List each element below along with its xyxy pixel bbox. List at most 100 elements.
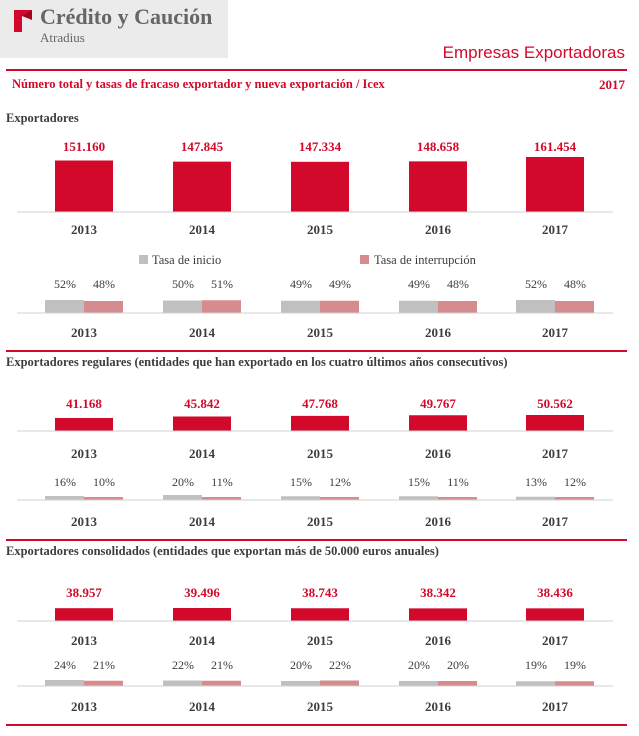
count-value-label: 38.436 <box>537 585 573 600</box>
inicio-bar-2013 <box>45 680 84 686</box>
count-bar-2014 <box>173 161 231 212</box>
year-tick-label: 2015 <box>307 699 334 714</box>
interrupcion-rate-label: 12% <box>564 475 586 489</box>
count-value-label: 49.767 <box>420 396 456 411</box>
report-year: 2017 <box>599 77 625 92</box>
count-value-label: 147.845 <box>181 139 224 154</box>
inicio-bar-2014 <box>163 495 202 500</box>
count-value-label: 41.168 <box>66 396 102 411</box>
page-title: Empresas Exportadoras <box>442 43 625 62</box>
inicio-bar-2016 <box>399 496 438 500</box>
inicio-bar-2014 <box>163 680 202 686</box>
interrupcion-bar-2014 <box>202 680 241 686</box>
inicio-rate-label: 22% <box>172 658 194 672</box>
interrupcion-rate-label: 19% <box>564 658 586 672</box>
inicio-bar-2015 <box>281 496 320 500</box>
inicio-bar-2017 <box>516 300 555 313</box>
interrupcion-rate-label: 51% <box>211 277 233 291</box>
interrupcion-rate-label: 22% <box>329 658 351 672</box>
interrupcion-bar-2015 <box>320 497 359 500</box>
count-bar-2014 <box>173 608 231 621</box>
count-value-label: 151.160 <box>63 139 105 154</box>
inicio-bar-2016 <box>399 300 438 313</box>
count-value-label: 50.562 <box>537 396 573 411</box>
inicio-rate-label: 20% <box>408 658 430 672</box>
interrupcion-rate-label: 49% <box>329 277 351 291</box>
count-bar-2013 <box>55 608 113 621</box>
year-tick-label: 2015 <box>307 325 334 340</box>
inicio-rate-label: 52% <box>525 277 547 291</box>
year-tick-label: 2014 <box>189 514 216 529</box>
interrupcion-rate-label: 12% <box>329 475 351 489</box>
legend-label-inicio: Tasa de inicio <box>152 253 221 267</box>
report-header: Crédito y Caución Atradius Empresas Expo… <box>0 0 639 98</box>
count-bar-2015 <box>291 415 349 431</box>
legend-swatch-inicio <box>139 255 148 264</box>
interrupcion-bar-2013 <box>84 301 123 313</box>
interrupcion-bar-2015 <box>320 680 359 686</box>
interrupcion-rate-label: 11% <box>211 475 233 489</box>
count-value-label: 147.334 <box>299 139 342 154</box>
count-value-label: 38.957 <box>66 585 102 600</box>
count-bar-2016 <box>409 415 467 431</box>
inicio-rate-label: 49% <box>408 277 430 291</box>
year-tick-label: 2014 <box>189 699 216 714</box>
year-tick-label: 2016 <box>425 446 452 461</box>
count-value-label: 38.743 <box>302 585 338 600</box>
inicio-bar-2015 <box>281 681 320 686</box>
inicio-bar-2016 <box>399 681 438 686</box>
interrupcion-rate-label: 20% <box>447 658 469 672</box>
year-tick-label: 2014 <box>189 446 216 461</box>
year-tick-label: 2017 <box>542 633 569 648</box>
inicio-bar-2014 <box>163 300 202 313</box>
count-value-label: 39.496 <box>184 585 220 600</box>
inicio-bar-2017 <box>516 681 555 686</box>
year-tick-label: 2017 <box>542 325 569 340</box>
year-tick-label: 2017 <box>542 446 569 461</box>
count-bar-2016 <box>409 608 467 621</box>
interrupcion-bar-2013 <box>84 497 123 500</box>
brand-name: Crédito y Caución <box>40 4 213 29</box>
count-bar-2014 <box>173 416 231 431</box>
legend-swatch-interrupcion <box>360 255 369 264</box>
inicio-bar-2017 <box>516 496 555 500</box>
interrupcion-rate-label: 21% <box>93 658 115 672</box>
count-value-label: 45.842 <box>184 396 220 411</box>
inicio-rate-label: 15% <box>290 475 312 489</box>
inicio-rate-label: 19% <box>525 658 547 672</box>
count-value-label: 47.768 <box>302 396 338 411</box>
inicio-rate-label: 24% <box>54 658 76 672</box>
interrupcion-rate-label: 10% <box>93 475 115 489</box>
year-tick-label: 2015 <box>307 222 334 237</box>
interrupcion-bar-2016 <box>438 497 477 500</box>
count-bar-2017 <box>526 608 584 621</box>
brand-mark-icon <box>14 10 32 32</box>
interrupcion-bar-2014 <box>202 300 241 313</box>
interrupcion-bar-2015 <box>320 300 359 313</box>
year-tick-label: 2017 <box>542 222 569 237</box>
count-bar-2017 <box>526 415 584 431</box>
year-tick-label: 2016 <box>425 325 452 340</box>
year-tick-label: 2017 <box>542 514 569 529</box>
year-tick-label: 2014 <box>189 222 216 237</box>
legend-label-interrupcion: Tasa de interrupción <box>374 253 477 267</box>
section-divider-2 <box>6 724 627 726</box>
panel-title-0: Exportadores <box>6 111 79 125</box>
interrupcion-rate-label: 48% <box>93 277 115 291</box>
interrupcion-bar-2013 <box>84 680 123 686</box>
year-tick-label: 2013 <box>71 325 98 340</box>
report-subtitle: Número total y tasas de fracaso exportad… <box>12 77 385 91</box>
brand-sub: Atradius <box>40 30 85 45</box>
interrupcion-bar-2017 <box>555 497 594 500</box>
year-tick-label: 2015 <box>307 633 334 648</box>
section-divider-1 <box>6 539 627 541</box>
inicio-bar-2015 <box>281 300 320 313</box>
count-bar-2013 <box>55 160 113 212</box>
interrupcion-bar-2014 <box>202 497 241 500</box>
year-tick-label: 2017 <box>542 699 569 714</box>
count-value-label: 38.342 <box>420 585 456 600</box>
year-tick-label: 2014 <box>189 633 216 648</box>
count-bar-2013 <box>55 417 113 431</box>
count-bar-2015 <box>291 608 349 621</box>
year-tick-label: 2016 <box>425 633 452 648</box>
